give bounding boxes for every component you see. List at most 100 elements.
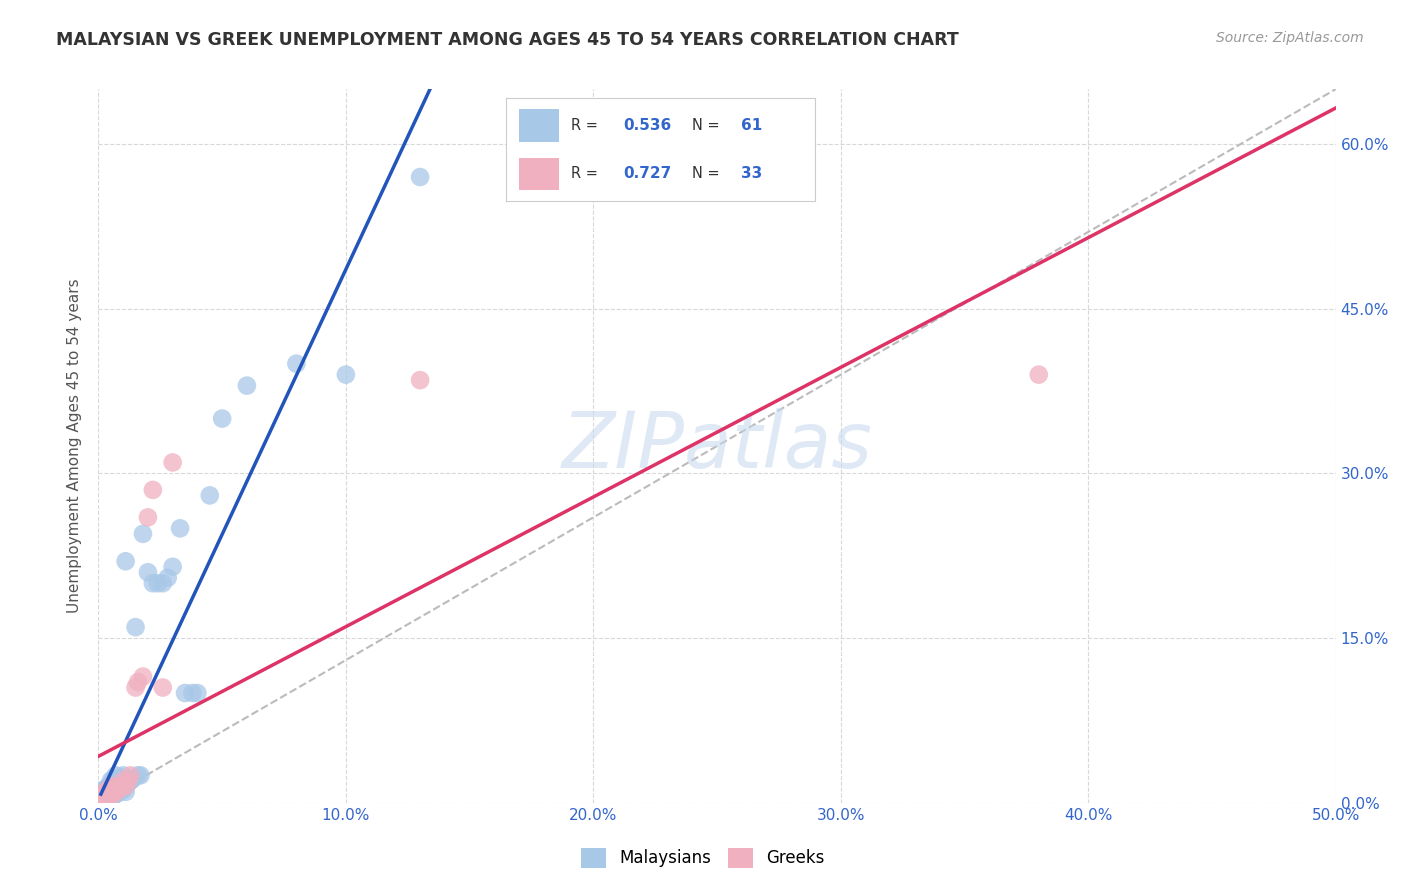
Point bbox=[110, 771, 132, 785]
Point bbox=[132, 526, 155, 541]
Point bbox=[124, 620, 146, 634]
Point bbox=[103, 782, 125, 797]
Point bbox=[94, 790, 117, 805]
Point bbox=[107, 782, 129, 797]
Point bbox=[90, 788, 112, 802]
Point bbox=[142, 483, 165, 497]
Point bbox=[93, 785, 115, 799]
FancyBboxPatch shape bbox=[519, 110, 558, 142]
Point bbox=[100, 782, 122, 797]
Point bbox=[100, 785, 122, 799]
Point bbox=[93, 787, 115, 801]
Point bbox=[90, 789, 112, 804]
Point bbox=[94, 785, 117, 799]
Point bbox=[100, 788, 122, 802]
Point bbox=[146, 576, 169, 591]
Point bbox=[335, 368, 357, 382]
Point bbox=[94, 791, 117, 805]
Point bbox=[100, 790, 122, 805]
Point bbox=[94, 785, 117, 799]
Point bbox=[104, 780, 127, 794]
Point bbox=[97, 782, 120, 797]
Point bbox=[104, 785, 127, 799]
FancyBboxPatch shape bbox=[519, 158, 558, 190]
Text: Source: ZipAtlas.com: Source: ZipAtlas.com bbox=[1216, 31, 1364, 45]
Point bbox=[122, 772, 145, 786]
Point bbox=[142, 576, 165, 591]
Point bbox=[211, 411, 233, 425]
Point bbox=[127, 675, 149, 690]
Point bbox=[409, 373, 432, 387]
Point bbox=[94, 787, 117, 801]
Point bbox=[93, 788, 115, 802]
Point bbox=[174, 686, 197, 700]
Point bbox=[136, 566, 159, 580]
Point bbox=[90, 789, 112, 804]
Point bbox=[90, 787, 112, 801]
Point bbox=[100, 788, 122, 802]
Point bbox=[120, 773, 142, 788]
Point bbox=[103, 789, 125, 804]
Point bbox=[117, 773, 139, 788]
Point bbox=[104, 787, 127, 801]
Point bbox=[152, 681, 174, 695]
Point bbox=[104, 768, 127, 782]
Point bbox=[156, 571, 179, 585]
Point bbox=[103, 785, 125, 799]
Text: R =: R = bbox=[571, 119, 603, 133]
Point bbox=[107, 778, 129, 792]
Point bbox=[90, 790, 112, 805]
Point bbox=[100, 773, 122, 788]
Point bbox=[93, 786, 115, 800]
Point bbox=[136, 510, 159, 524]
Point bbox=[124, 681, 146, 695]
Point bbox=[114, 554, 136, 568]
Point bbox=[186, 686, 208, 700]
Text: 0.536: 0.536 bbox=[624, 119, 672, 133]
Point bbox=[93, 790, 115, 805]
Point bbox=[103, 772, 125, 786]
Point bbox=[100, 786, 122, 800]
Point bbox=[1028, 368, 1050, 382]
Point bbox=[129, 768, 152, 782]
Text: 0.727: 0.727 bbox=[624, 166, 672, 180]
Point bbox=[97, 786, 120, 800]
Point bbox=[181, 686, 204, 700]
Text: R =: R = bbox=[571, 166, 603, 180]
Point bbox=[107, 786, 129, 800]
Point bbox=[93, 791, 115, 805]
Point bbox=[97, 785, 120, 799]
Point bbox=[112, 782, 135, 797]
Legend: Malaysians, Greeks: Malaysians, Greeks bbox=[575, 841, 831, 875]
Text: ZIPatlas: ZIPatlas bbox=[561, 408, 873, 484]
Point bbox=[93, 789, 115, 804]
Point bbox=[162, 455, 184, 469]
Point bbox=[114, 780, 136, 794]
Point bbox=[162, 559, 184, 574]
Point bbox=[127, 768, 149, 782]
Text: 61: 61 bbox=[741, 119, 762, 133]
Point bbox=[94, 788, 117, 802]
Text: N =: N = bbox=[692, 119, 724, 133]
Point bbox=[120, 768, 142, 782]
Point bbox=[110, 783, 132, 797]
Point bbox=[112, 773, 135, 788]
Point bbox=[94, 790, 117, 805]
Text: MALAYSIAN VS GREEK UNEMPLOYMENT AMONG AGES 45 TO 54 YEARS CORRELATION CHART: MALAYSIAN VS GREEK UNEMPLOYMENT AMONG AG… bbox=[56, 31, 959, 49]
Point bbox=[409, 169, 432, 184]
Point bbox=[110, 780, 132, 794]
Point bbox=[198, 488, 221, 502]
Point bbox=[104, 782, 127, 797]
Point bbox=[97, 788, 120, 802]
Point bbox=[93, 782, 115, 797]
Point bbox=[103, 787, 125, 801]
Point bbox=[112, 768, 135, 782]
Text: N =: N = bbox=[692, 166, 724, 180]
Point bbox=[97, 789, 120, 804]
Text: 33: 33 bbox=[741, 166, 762, 180]
Point bbox=[94, 782, 117, 797]
Y-axis label: Unemployment Among Ages 45 to 54 years: Unemployment Among Ages 45 to 54 years bbox=[67, 278, 83, 614]
Point bbox=[90, 791, 112, 805]
Point bbox=[94, 787, 117, 801]
Point bbox=[117, 776, 139, 790]
